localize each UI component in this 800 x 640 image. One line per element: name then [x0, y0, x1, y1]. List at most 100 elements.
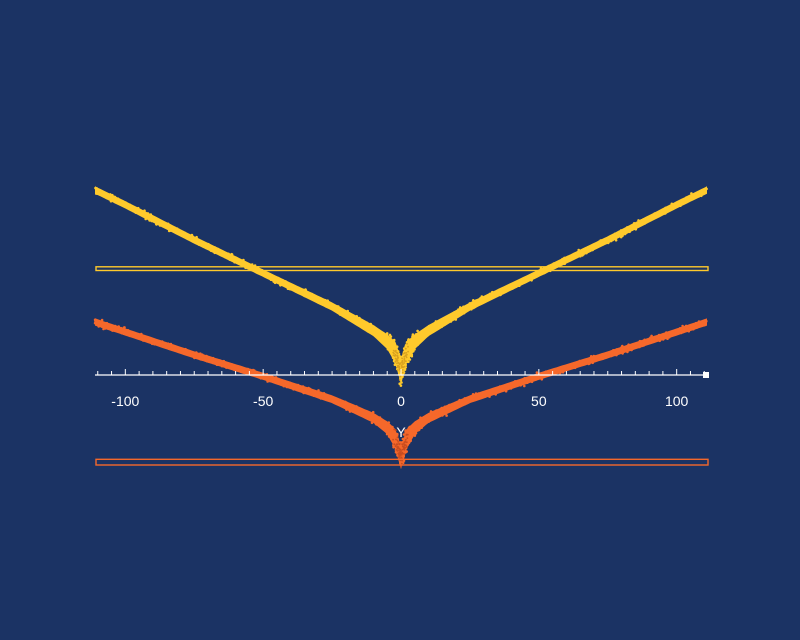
data-point: [653, 212, 656, 215]
data-point: [340, 309, 343, 312]
data-point: [394, 445, 397, 448]
data-point: [401, 437, 405, 441]
data-point: [420, 421, 424, 424]
data-point: [630, 348, 633, 352]
data-point: [303, 291, 306, 294]
data-point: [657, 338, 660, 341]
data-point: [472, 394, 476, 398]
data-point: [136, 209, 139, 212]
data-point: [630, 228, 634, 231]
data-point: [203, 356, 206, 359]
data-point: [469, 398, 473, 402]
data-point: [445, 317, 449, 320]
data-point: [561, 260, 564, 264]
data-point: [415, 340, 419, 344]
data-point: [559, 368, 562, 372]
x-tick-label: -50: [253, 393, 273, 409]
data-point: [566, 366, 570, 370]
data-point: [291, 284, 294, 288]
data-point: [144, 339, 147, 342]
data-point: [395, 444, 398, 446]
data-point: [317, 389, 320, 392]
data-point: [611, 238, 615, 241]
data-point: [397, 441, 400, 443]
data-point: [149, 213, 153, 216]
data-point: [491, 290, 494, 294]
data-point: [418, 340, 422, 344]
data-point: [664, 206, 667, 210]
data-point: [400, 465, 402, 468]
data-point: [457, 308, 460, 311]
data-point: [96, 192, 100, 195]
data-point: [258, 375, 261, 379]
data-point: [628, 230, 631, 234]
data-point: [312, 389, 316, 393]
data-point: [526, 277, 530, 281]
data-point: [632, 222, 636, 225]
data-point: [199, 358, 202, 361]
data-point: [427, 324, 431, 328]
data-point: [229, 365, 232, 368]
data-point: [210, 357, 213, 361]
data-point: [387, 428, 391, 432]
data-point: [142, 211, 145, 215]
data-point: [692, 327, 695, 331]
data-point: [443, 409, 446, 413]
data-point: [265, 273, 268, 277]
data-point: [450, 404, 453, 407]
data-point: [366, 330, 370, 333]
data-point: [301, 385, 305, 389]
data-point: [700, 190, 703, 194]
data-point: [361, 411, 365, 415]
data-point: [276, 377, 279, 381]
data-point: [345, 401, 348, 405]
data-point: [154, 220, 157, 223]
data-point: [703, 323, 706, 327]
data-point: [509, 387, 513, 390]
data-point: [326, 303, 329, 307]
data-point: [170, 225, 173, 229]
data-point: [132, 209, 135, 213]
data-point: [626, 345, 630, 349]
data-point: [528, 379, 532, 383]
data-point: [428, 413, 432, 417]
data-point: [203, 359, 207, 362]
data-point: [464, 399, 468, 403]
data-point: [671, 205, 675, 208]
data-point: [596, 243, 600, 247]
data-point: [700, 324, 704, 327]
data-point: [410, 353, 414, 357]
data-point: [274, 381, 278, 384]
data-point: [133, 331, 136, 335]
data-point: [400, 364, 403, 367]
data-point: [421, 336, 425, 339]
data-point: [233, 256, 236, 260]
data-point: [338, 401, 341, 405]
data-point: [266, 380, 269, 383]
data-point: [163, 344, 167, 347]
data-point: [220, 364, 224, 368]
data-point: [304, 288, 307, 291]
data-point: [674, 205, 678, 209]
data-point: [694, 321, 698, 325]
data-point: [425, 332, 428, 335]
data-point: [322, 392, 326, 395]
data-point: [664, 334, 668, 337]
axis-end-handle[interactable]: [703, 372, 709, 378]
data-point: [368, 416, 372, 420]
data-point: [236, 367, 240, 371]
data-point: [401, 361, 404, 364]
data-point: [385, 332, 389, 335]
data-point: [396, 439, 399, 442]
data-point: [680, 198, 683, 202]
data-point: [591, 361, 594, 365]
data-point: [644, 217, 647, 221]
data-point: [313, 295, 317, 299]
data-point: [394, 353, 397, 356]
data-point: [386, 337, 390, 340]
data-point: [492, 392, 496, 395]
data-point: [640, 219, 643, 222]
data-point: [186, 236, 190, 239]
data-point: [705, 187, 708, 191]
